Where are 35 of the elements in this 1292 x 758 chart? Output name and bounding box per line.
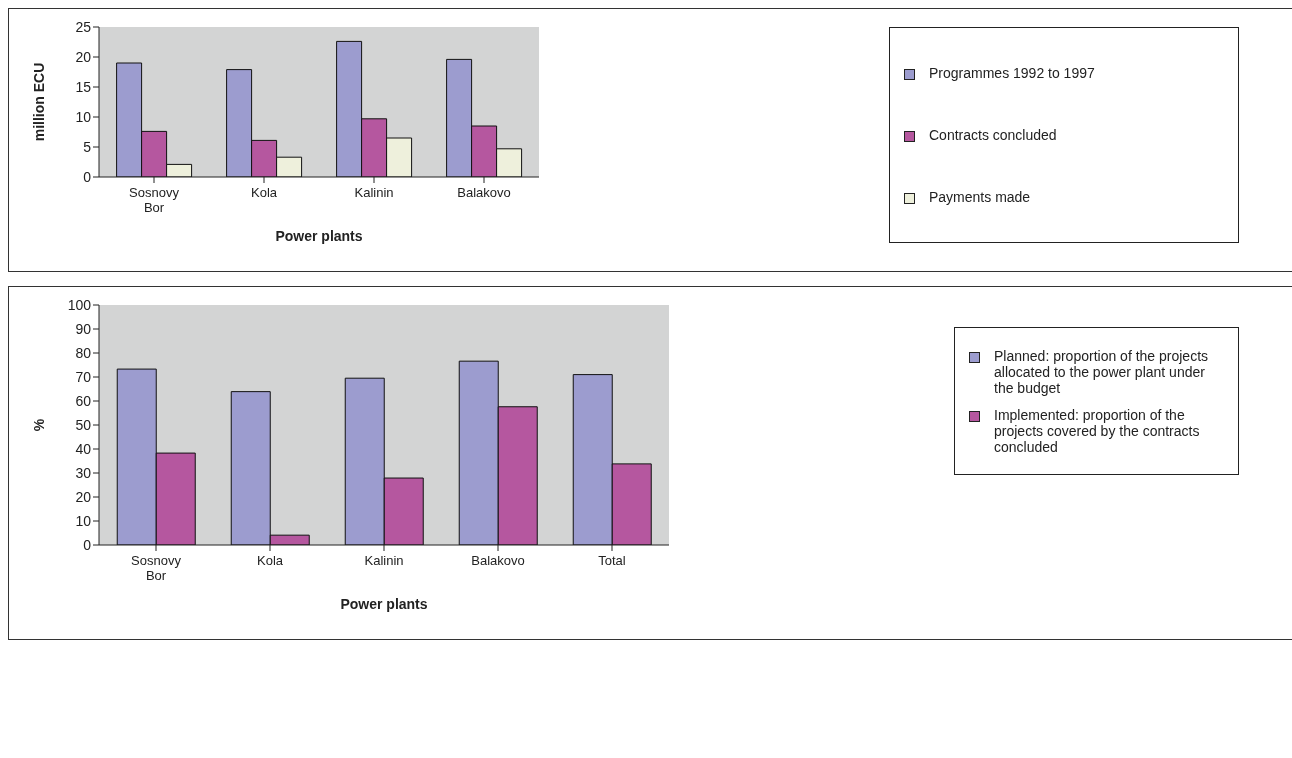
y-tick-label: 70 (75, 368, 92, 385)
legend-label: Programmes 1992 to 1997 (929, 65, 1095, 81)
legend-label: Planned: proportion of the projects allocated to the power plant under the budget (994, 347, 1209, 396)
y-tick-label: 10 (75, 108, 92, 125)
y-axis-title: % (30, 418, 47, 432)
y-tick-label: 20 (75, 488, 92, 505)
legend-label: Implemented: proportion of the projects covered by the contracts concluded (994, 406, 1201, 455)
x-tick-label: Sosnovy Bor (129, 185, 180, 215)
x-tick-label: Balakovo (457, 185, 511, 200)
x-tick-label: Kola (256, 553, 284, 568)
x-tick-label: Kalinin (354, 185, 394, 200)
legend-label: Payments made (929, 189, 1031, 205)
y-tick-label: 100 (67, 296, 92, 313)
x-tick-label: Sosnovy Bor (131, 553, 182, 583)
x-axis-title: Power plants (275, 228, 363, 244)
y-axis-title: million ECU (30, 62, 47, 142)
y-tick-label: 0 (83, 168, 92, 185)
y-tick-label: 90 (75, 320, 92, 337)
x-axis-title: Power plants (340, 596, 428, 612)
y-tick-label: 10 (75, 512, 92, 529)
y-tick-label: 5 (83, 138, 92, 155)
y-tick-label: 50 (75, 416, 92, 433)
y-tick-label: 30 (75, 464, 92, 481)
y-tick-label: 40 (75, 440, 92, 457)
y-tick-label: 0 (83, 536, 92, 553)
x-tick-label: Total (598, 553, 626, 568)
x-tick-label: Balakovo (471, 553, 525, 568)
y-tick-label: 20 (75, 48, 92, 65)
y-tick-label: 25 (75, 18, 92, 35)
x-tick-label: Kalinin (364, 553, 404, 568)
y-tick-label: 15 (75, 78, 92, 95)
x-tick-label: Kola (250, 185, 278, 200)
y-tick-label: 80 (75, 344, 92, 361)
y-tick-label: 60 (75, 392, 92, 409)
legend-label: Contracts concluded (929, 127, 1057, 143)
